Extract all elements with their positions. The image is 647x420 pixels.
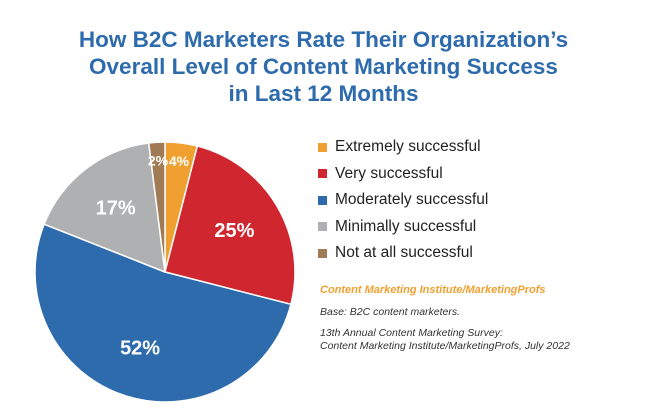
base-note: Base: B2C content marketers. bbox=[320, 306, 461, 318]
legend-item-0: Extremely successful bbox=[318, 134, 488, 161]
chart-title: How B2C Marketers Rate Their Organizatio… bbox=[0, 26, 647, 107]
survey-note-line-1: 13th Annual Content Marketing Survey: bbox=[320, 327, 503, 339]
legend-label-0: Extremely successful bbox=[335, 138, 481, 156]
chart-legend: Extremely successful Very successful Moder… bbox=[318, 134, 488, 267]
legend-swatch-2 bbox=[318, 195, 327, 205]
legend-label-4: Not at all successful bbox=[335, 244, 473, 262]
legend-item-2: Moderately successful bbox=[318, 187, 488, 214]
pie-slice-label-2: 52% bbox=[120, 338, 160, 360]
legend-label-2: Moderately successful bbox=[335, 191, 489, 209]
legend-swatch-1 bbox=[318, 169, 327, 179]
pie-slice-label-1: 25% bbox=[214, 220, 254, 242]
pie-slice-label-4: 2% bbox=[148, 152, 169, 168]
legend-swatch-3 bbox=[318, 222, 327, 232]
chart-title-line-1: How B2C Marketers Rate Their Organizatio… bbox=[78, 27, 569, 52]
pie-slice-3 bbox=[43, 142, 166, 274]
survey-note-line-2: Content Marketing Institute/MarketingPro… bbox=[320, 340, 570, 352]
pie-slice-label-0: 4% bbox=[169, 153, 190, 169]
legend-label-3: Minimally successful bbox=[335, 217, 477, 235]
pie-slice-2 bbox=[34, 223, 292, 403]
pie-slice-label-3: 17% bbox=[96, 197, 136, 219]
pie-slice-4 bbox=[147, 141, 166, 273]
survey-note: 13th Annual Content Marketing Survey: Co… bbox=[320, 327, 570, 353]
legend-item-3: Minimally successful bbox=[318, 214, 488, 241]
legend-item-1: Very successful bbox=[318, 161, 488, 188]
legend-label-1: Very successful bbox=[335, 164, 443, 182]
legend-swatch-4 bbox=[318, 248, 327, 258]
pie-slice-1 bbox=[164, 145, 296, 306]
source-title: Content Marketing Institute/MarketingPro… bbox=[320, 284, 546, 296]
chart-title-line-2: Overall Level of Content Marketing Succe… bbox=[89, 54, 558, 79]
chart-title-line-3: in Last 12 Months bbox=[228, 81, 419, 106]
legend-item-4: Not at all successful bbox=[318, 240, 488, 267]
legend-swatch-0 bbox=[318, 142, 327, 152]
